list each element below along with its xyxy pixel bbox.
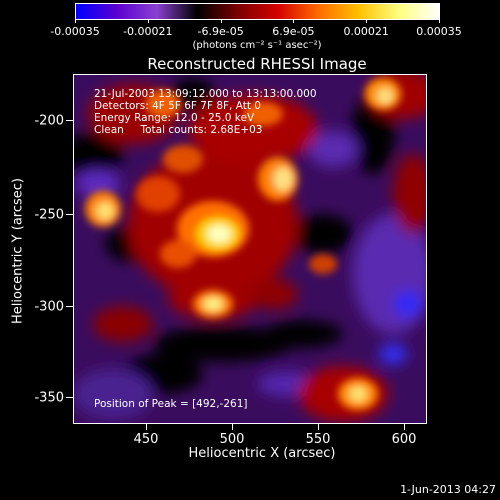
- y-tick-label: -300: [34, 299, 64, 315]
- colorbar-tick: [293, 19, 295, 23]
- y-tick-label: -250: [34, 207, 64, 223]
- colorbar-tick-label: 0.00035: [416, 25, 462, 38]
- info-clean: Clean Total counts: 2.68E+03: [94, 124, 263, 136]
- colorbar-tick: [147, 19, 149, 23]
- y-axis-label: Heliocentric Y (arcsec): [10, 178, 26, 324]
- colorbar-tick: [439, 19, 440, 23]
- colorbar: [75, 3, 440, 20]
- colorbar-tick-label: -6.9e-05: [197, 25, 244, 38]
- colorbar-units: (photons cm⁻² s⁻¹ asec⁻²): [192, 40, 322, 51]
- x-axis-label: Heliocentric X (arcsec): [188, 446, 336, 461]
- colorbar-tick-label: -0.00021: [123, 25, 173, 38]
- colorbar-tick: [366, 19, 368, 23]
- x-tick-label: 450: [133, 432, 159, 447]
- colorbar-tick-label: 0.00021: [343, 25, 389, 38]
- colorbar-tick-label: -0.00035: [50, 25, 100, 38]
- x-tick-label: 600: [391, 432, 417, 447]
- info-energy: Energy Range: 12.0 - 25.0 keV: [94, 112, 255, 124]
- x-tick-label: 550: [305, 432, 331, 447]
- y-tick-label: -200: [34, 113, 64, 129]
- info-time: 21-Jul-2003 13:09:12.000 to 13:13:00.000: [94, 88, 317, 100]
- peak-position: Position of Peak = [492,-261]: [94, 398, 248, 410]
- rhessi-image: [73, 74, 427, 424]
- colorbar-tick: [220, 19, 222, 23]
- x-tick-label: 500: [219, 432, 245, 447]
- colorbar-tick-label: 6.9e-05: [272, 25, 315, 38]
- y-tick-label: -350: [34, 390, 64, 406]
- timestamp: 1-Jun-2013 04:27: [400, 483, 496, 496]
- image-title: Reconstructed RHESSI Image: [147, 55, 367, 73]
- info-detectors: Detectors: 4F 5F 6F 7F 8F, Att 0: [94, 100, 261, 112]
- colorbar-tick: [75, 19, 76, 23]
